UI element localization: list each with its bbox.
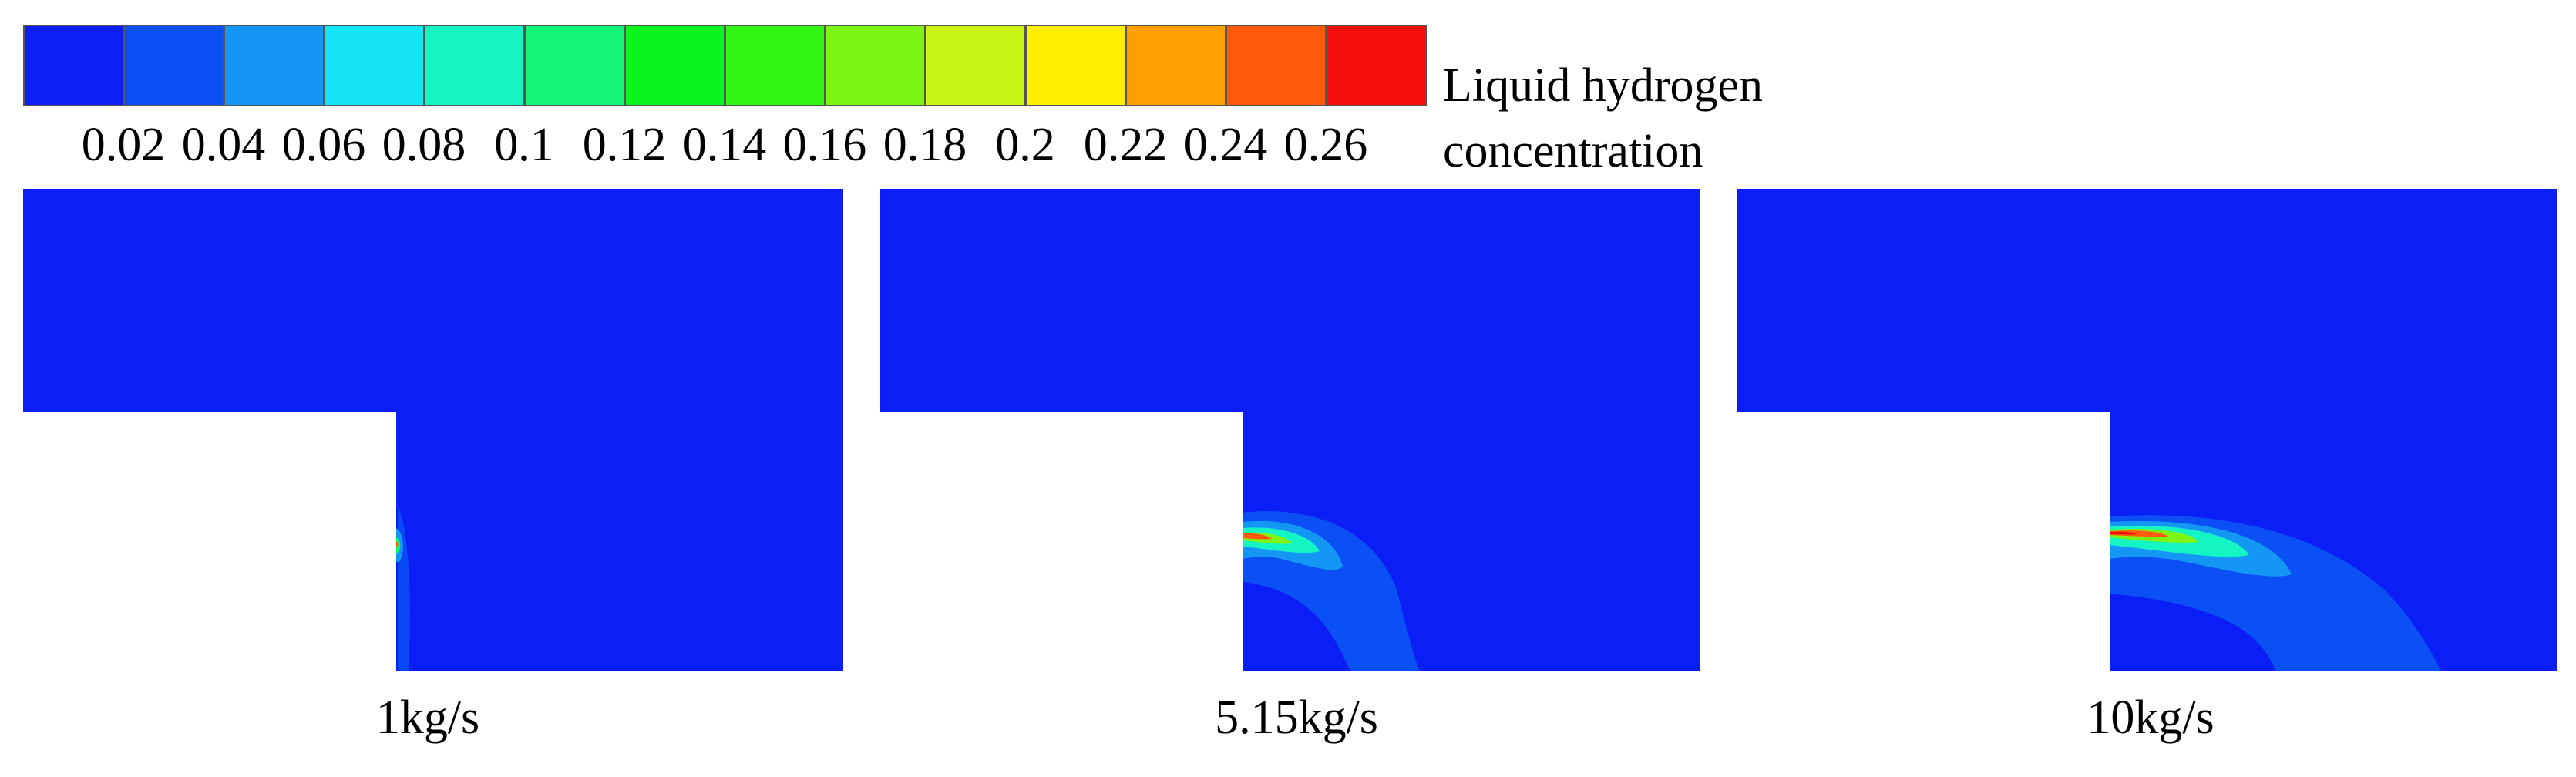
colorbar-tick-label: 0.1 [494,119,554,171]
colorbar-swatch [123,25,224,106]
colorbar-swatch [1125,25,1226,106]
colorbar-swatch [925,25,1026,106]
contour-panel-1kg [23,189,843,671]
colorbar-tick-label: 0.08 [382,119,466,171]
legend-title-line1: Liquid hydrogen [1443,59,1763,112]
colorbar-tick-label: 0.02 [81,119,166,171]
caption-panel-1: 1kg/s [375,691,480,744]
caption-panel-3: 10kg/s [2087,691,2214,744]
colorbar-tick-label: 0.12 [582,119,667,171]
colorbar-swatch [224,25,325,106]
colorbar [23,25,1427,106]
colorbar-swatch [1025,25,1126,106]
colorbar-swatch [424,25,525,106]
colorbar-swatch [324,25,425,106]
colorbar-tick-label: 0.22 [1083,119,1168,171]
colorbar-tick-label: 0.2 [995,119,1055,171]
colorbar-tick-label: 0.04 [181,119,266,171]
colorbar-swatch [1326,25,1427,106]
contour-panel-10kg [1737,189,2557,671]
colorbar-tick-label: 0.06 [281,119,366,171]
caption-panel-2: 5.15kg/s [1215,691,1378,744]
legend-title-line2: concentration [1443,125,1703,177]
colorbar-swatch [725,25,826,106]
contour-panel-5-15kg [880,189,1700,671]
colorbar-tick-label: 0.26 [1283,119,1368,171]
colorbar-tick-label: 0.16 [782,119,867,171]
colorbar-tick-label: 0.14 [682,119,767,171]
colorbar-tick-label: 0.18 [883,119,967,171]
colorbar-swatch [524,25,625,106]
colorbar-swatch [23,25,124,106]
colorbar-tick-label: 0.24 [1183,119,1268,171]
colorbar-swatch [1226,25,1327,106]
colorbar-swatch [825,25,926,106]
colorbar-swatch [624,25,725,106]
